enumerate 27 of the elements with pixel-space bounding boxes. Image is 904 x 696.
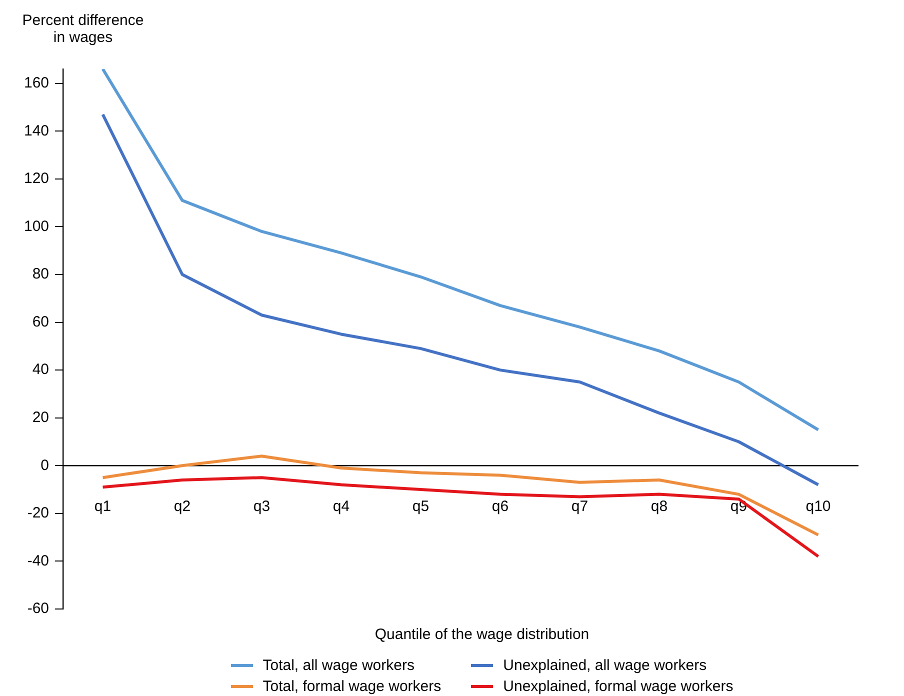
x-tick-label: q5	[412, 498, 430, 515]
x-axis-title: Quantile of the wage distribution	[374, 626, 590, 643]
y-tick-label: -20	[27, 504, 50, 522]
y-tick-label: -60	[27, 600, 50, 618]
x-tick-label: q4	[332, 498, 350, 515]
y-tick-label: -40	[27, 552, 50, 570]
legend-label: Unexplained, formal wage workers	[503, 678, 734, 695]
y-axis-title: Percent difference in wages	[21, 12, 145, 46]
legend-label: Total, formal wage workers	[262, 678, 442, 695]
y-tick-label: 40	[32, 361, 50, 378]
y-tick-label: 80	[32, 266, 50, 283]
y-tick-label: 120	[24, 170, 50, 188]
x-tick-label: q1	[94, 498, 112, 515]
x-tick-label: q2	[174, 498, 191, 515]
x-tick-label: q10	[806, 498, 831, 515]
y-tick-label: 20	[32, 408, 50, 426]
x-tick-label: q7	[571, 498, 588, 515]
y-tick-label: 160	[24, 74, 50, 92]
x-tick-label: q8	[650, 498, 668, 515]
y-tick-label: 100	[24, 218, 50, 235]
y-tick-label: 140	[24, 122, 50, 140]
x-tick-label: q3	[253, 498, 270, 515]
x-tick-label: q6	[492, 498, 509, 515]
legend-label: Total, all wage workers	[262, 657, 414, 674]
y-tick-label: 0	[40, 456, 50, 474]
legend-label: Unexplained, all wage workers	[503, 657, 707, 674]
y-tick-label: 60	[32, 313, 50, 330]
